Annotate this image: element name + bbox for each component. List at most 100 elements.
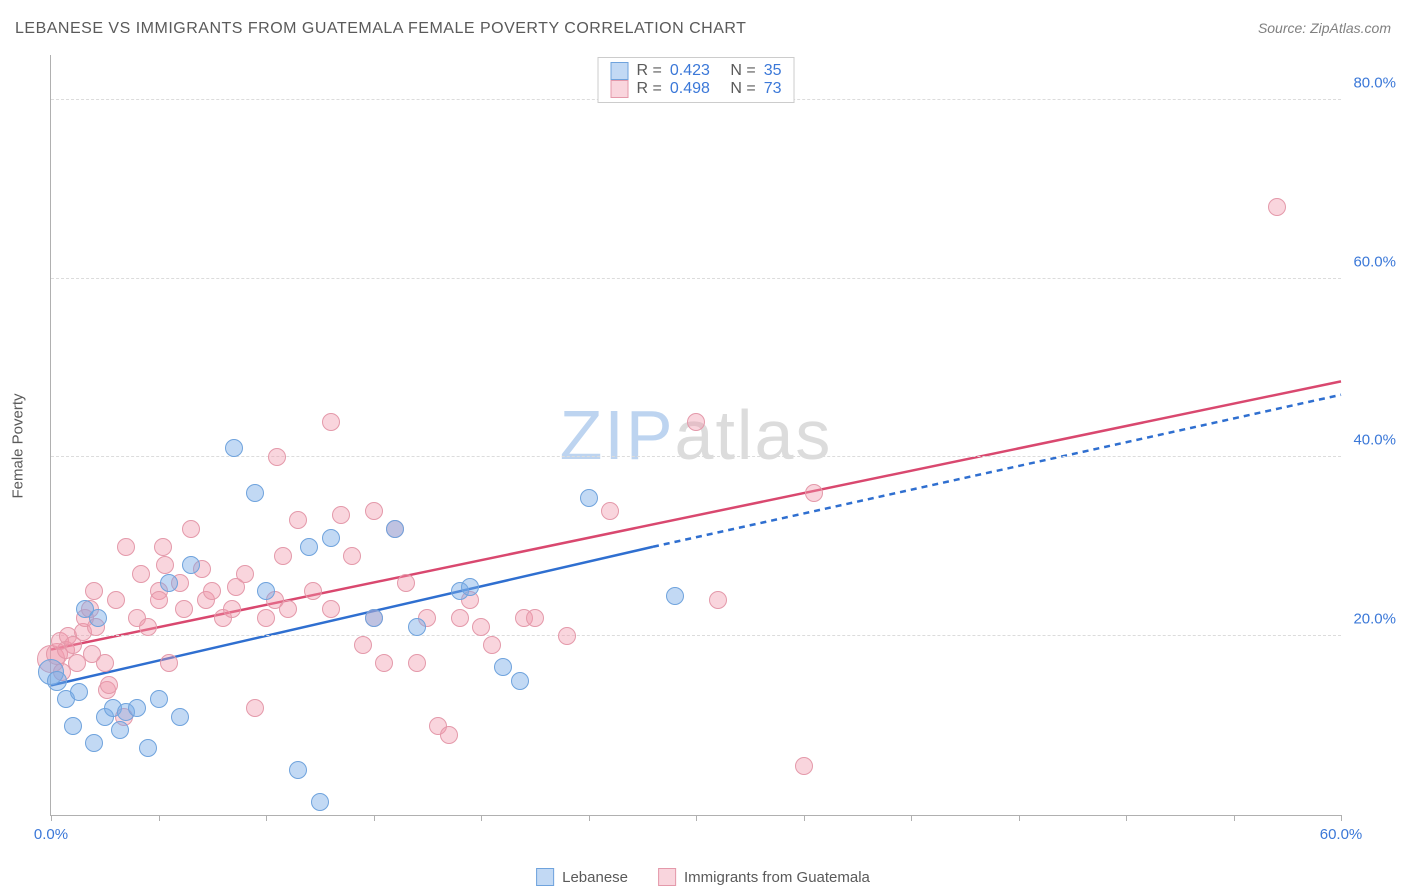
point-series-b [203,582,221,600]
stats-row-b: R = 0.498 N = 73 [611,80,782,98]
point-series-b [279,600,297,618]
bottom-legend: Lebanese Immigrants from Guatemala [536,868,870,886]
point-series-a [139,739,157,757]
point-series-b [289,511,307,529]
legend-swatch-b [658,868,676,886]
point-series-b [1268,198,1286,216]
point-series-b [322,413,340,431]
point-series-b [274,547,292,565]
point-series-b [154,538,172,556]
point-series-b [526,609,544,627]
point-series-b [795,757,813,775]
r-value-b: 0.498 [670,80,710,98]
point-series-b [85,582,103,600]
point-series-a [289,761,307,779]
legend-label-a: Lebanese [562,869,628,886]
gridline [51,278,1341,279]
point-series-b [440,726,458,744]
point-series-b [408,654,426,672]
point-series-a [246,484,264,502]
watermark-atlas: atlas [675,396,833,474]
point-series-a [89,609,107,627]
n-value-a: 35 [764,62,782,80]
xtick [1019,815,1020,821]
point-series-b [150,591,168,609]
xtick-label: 60.0% [1320,826,1363,843]
legend-item-b: Immigrants from Guatemala [658,868,870,886]
n-label-b: N = [730,80,755,98]
point-series-a [386,520,404,538]
point-series-a [300,538,318,556]
point-series-a [580,489,598,507]
point-series-a [182,556,200,574]
gridline [51,456,1341,457]
swatch-series-a [611,62,629,80]
point-series-b [257,609,275,627]
xtick [911,815,912,821]
point-series-b [160,654,178,672]
r-label-a: R = [637,62,662,80]
point-series-b [117,538,135,556]
xtick [1234,815,1235,821]
point-series-b [343,547,361,565]
point-series-b [709,591,727,609]
point-series-b [687,413,705,431]
point-series-a [225,439,243,457]
point-series-b [601,502,619,520]
swatch-series-b [611,80,629,98]
xtick [481,815,482,821]
watermark-zip: ZIP [560,396,675,474]
point-series-b [558,627,576,645]
r-value-a: 0.423 [670,62,710,80]
point-series-b [268,448,286,466]
point-series-b [107,591,125,609]
point-series-a [511,672,529,690]
point-series-a [257,582,275,600]
xtick-label: 0.0% [34,826,68,843]
r-label-b: R = [637,80,662,98]
point-series-b [156,556,174,574]
point-series-b [236,565,254,583]
point-series-b [100,676,118,694]
point-series-a [47,671,67,691]
chart-title: LEBANESE VS IMMIGRANTS FROM GUATEMALA FE… [15,20,746,38]
point-series-a [128,699,146,717]
point-series-b [365,502,383,520]
xtick [51,815,52,821]
point-series-a [160,574,178,592]
ytick-label: 20.0% [1353,611,1396,628]
xtick [266,815,267,821]
point-series-a [461,578,479,596]
point-series-b [96,654,114,672]
point-series-a [408,618,426,636]
ytick-label: 80.0% [1353,74,1396,91]
xtick [804,815,805,821]
n-value-b: 73 [764,80,782,98]
stats-box: R = 0.423 N = 35 R = 0.498 N = 73 [598,57,795,103]
point-series-a [666,587,684,605]
point-series-b [805,484,823,502]
xtick [696,815,697,821]
point-series-b [332,506,350,524]
point-series-b [322,600,340,618]
point-series-b [451,609,469,627]
point-series-a [85,734,103,752]
xtick [1341,815,1342,821]
gridline [51,635,1341,636]
point-series-b [132,565,150,583]
point-series-b [483,636,501,654]
ytick-label: 40.0% [1353,432,1396,449]
point-series-a [70,683,88,701]
point-series-a [150,690,168,708]
legend-item-a: Lebanese [536,868,628,886]
xtick [589,815,590,821]
point-series-a [365,609,383,627]
point-series-a [111,721,129,739]
legend-label-b: Immigrants from Guatemala [684,869,870,886]
point-series-b [182,520,200,538]
trend-lines [51,55,1341,815]
n-label-a: N = [730,62,755,80]
point-series-b [175,600,193,618]
xtick [1126,815,1127,821]
point-series-b [223,600,241,618]
